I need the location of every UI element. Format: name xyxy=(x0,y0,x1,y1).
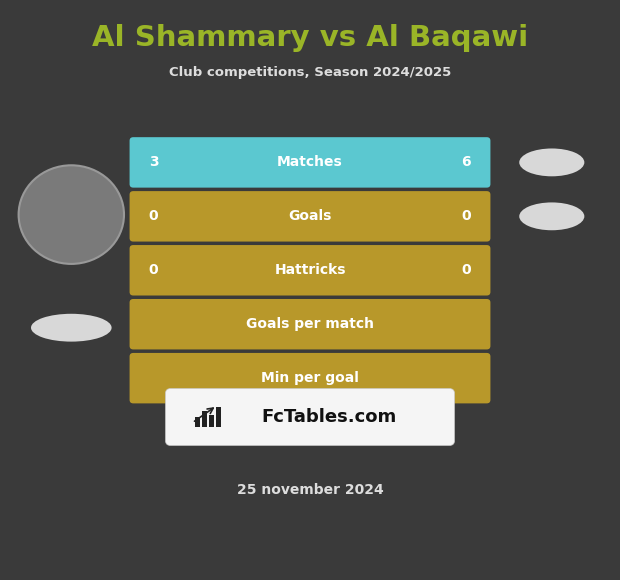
FancyBboxPatch shape xyxy=(130,245,490,296)
Text: 0: 0 xyxy=(461,263,471,277)
FancyBboxPatch shape xyxy=(130,191,490,241)
FancyBboxPatch shape xyxy=(216,407,221,427)
FancyBboxPatch shape xyxy=(130,137,490,188)
Text: Matches: Matches xyxy=(277,155,343,169)
FancyBboxPatch shape xyxy=(130,353,490,404)
Ellipse shape xyxy=(520,202,584,230)
Text: Goals: Goals xyxy=(288,209,332,223)
Text: 3: 3 xyxy=(149,155,159,169)
Text: 25 november 2024: 25 november 2024 xyxy=(237,483,383,497)
Text: 0: 0 xyxy=(461,209,471,223)
Text: Al Shammary vs Al Baqawi: Al Shammary vs Al Baqawi xyxy=(92,24,528,52)
Text: Goals per match: Goals per match xyxy=(246,317,374,331)
Text: Hattricks: Hattricks xyxy=(274,263,346,277)
FancyBboxPatch shape xyxy=(202,411,207,427)
FancyBboxPatch shape xyxy=(195,417,200,427)
Ellipse shape xyxy=(520,148,584,176)
Text: 6: 6 xyxy=(461,155,471,169)
Ellipse shape xyxy=(31,314,112,342)
Text: FcTables.com: FcTables.com xyxy=(261,408,396,426)
Text: 0: 0 xyxy=(149,263,159,277)
Circle shape xyxy=(19,165,124,264)
Text: 0: 0 xyxy=(149,209,159,223)
FancyBboxPatch shape xyxy=(209,415,214,427)
FancyBboxPatch shape xyxy=(130,299,490,349)
Text: Club competitions, Season 2024/2025: Club competitions, Season 2024/2025 xyxy=(169,66,451,79)
FancyBboxPatch shape xyxy=(166,389,454,445)
Text: Min per goal: Min per goal xyxy=(261,371,359,385)
